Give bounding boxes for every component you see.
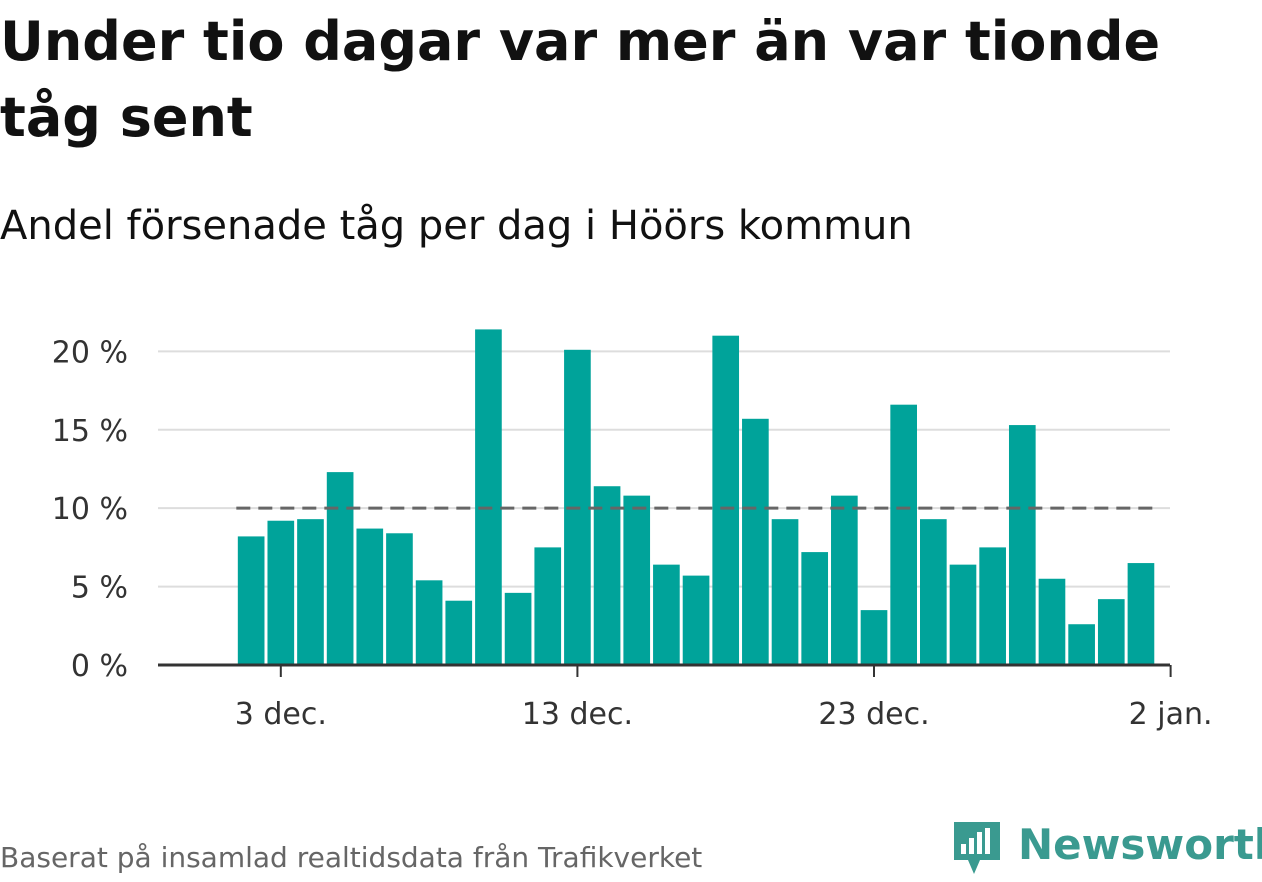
bar-chart: 0 % 5 % 10 % 15 % 20 % 3 dec. 13 dec. 23 dec. 2 … <box>52 329 1213 732</box>
bar <box>920 519 947 665</box>
y-tick-label: 5 % <box>71 571 128 606</box>
bar <box>653 564 680 665</box>
bar <box>475 329 502 665</box>
chart-title: Under tio dagar var mer än var tionde tå… <box>0 10 1161 149</box>
bar <box>979 547 1006 665</box>
chart-subtitle: Andel försenade tåg per dag i Höörs komm… <box>0 203 913 249</box>
bar <box>801 552 829 665</box>
bar <box>267 520 295 665</box>
x-tick-label: 23 dec. <box>818 697 929 732</box>
newsworthy-logo-icon <box>954 822 1000 874</box>
newsworthy-logo: Newsworthy <box>950 818 1262 878</box>
logo-wordmark: Newsworthy <box>1018 820 1262 869</box>
bar <box>1008 425 1036 665</box>
bar <box>415 580 443 665</box>
bar <box>682 575 710 665</box>
source-note: Baserat på insamlad realtidsdata från Tr… <box>0 841 703 874</box>
bar <box>1127 563 1155 665</box>
bar <box>623 495 651 665</box>
bar <box>890 404 917 665</box>
y-tick-label: 20 % <box>52 335 128 370</box>
bar <box>1097 599 1125 665</box>
bar <box>712 335 740 665</box>
y-tick-label: 15 % <box>52 414 128 449</box>
x-tick-label: 3 dec. <box>235 697 327 732</box>
bar <box>593 486 621 665</box>
bar <box>326 472 354 665</box>
y-tick-label: 0 % <box>71 649 128 684</box>
bar <box>771 519 799 665</box>
axes: 0 % 5 % 10 % 15 % 20 % 3 dec. 13 dec. 23 dec. 2 … <box>52 335 1213 732</box>
y-tick-label: 10 % <box>52 492 128 527</box>
bar <box>742 418 769 665</box>
bar <box>534 547 562 665</box>
bar <box>831 495 858 665</box>
bars <box>237 329 1155 665</box>
bar <box>297 519 324 665</box>
bar <box>356 528 384 665</box>
x-tick-label: 2 jan. <box>1129 697 1213 732</box>
bar <box>1068 624 1095 665</box>
bar <box>949 564 977 665</box>
bar <box>860 610 888 665</box>
bar <box>504 592 532 665</box>
bar <box>1038 578 1066 665</box>
bar <box>386 533 413 665</box>
bar <box>237 536 265 665</box>
bar <box>445 600 473 665</box>
x-tick-label: 13 dec. <box>522 697 633 732</box>
